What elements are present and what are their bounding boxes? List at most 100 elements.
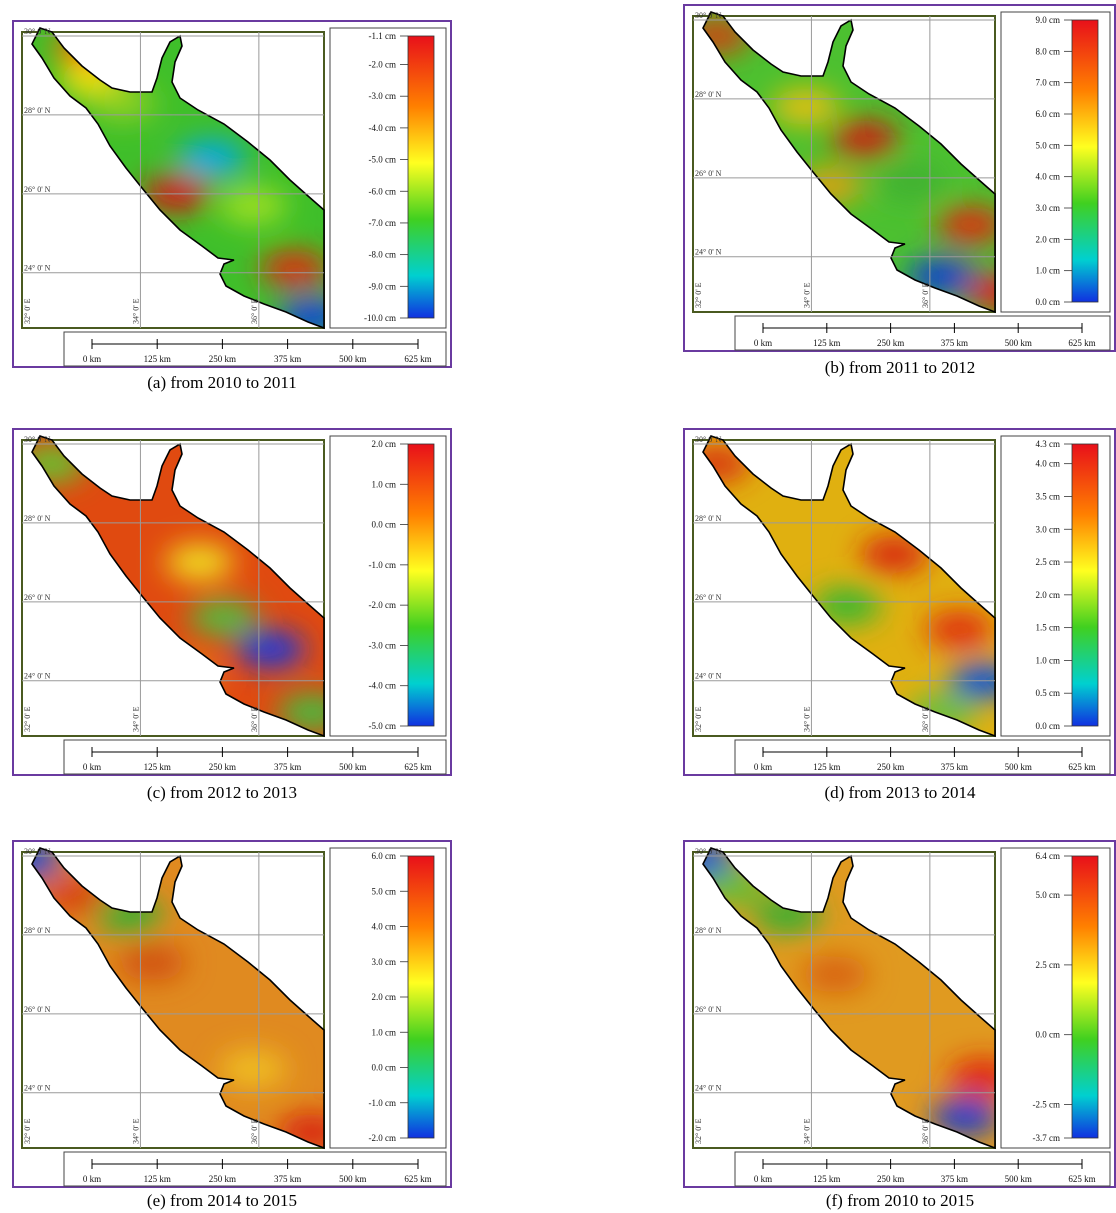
lon-label: 34° 0' E	[802, 1118, 811, 1144]
map-panel-c: 30° 0' N 28° 0' N 26° 0' N 24° 0' N 32° 0' E…	[12, 428, 452, 778]
lat-label: 26° 0' N	[24, 1005, 51, 1014]
legend-tick-label: 6.0 cm	[372, 851, 397, 861]
scale-label: 625 km	[404, 1174, 431, 1184]
legend-colorbar	[1071, 855, 1099, 1139]
scale-label: 500 km	[339, 354, 366, 364]
map-panel-a: 30° 0' N 28° 0' N 26° 0' N 24° 0' N 32° 0' E…	[12, 20, 452, 370]
scale-label: 625 km	[1068, 338, 1095, 348]
lon-label: 36° 0' E	[921, 1118, 930, 1144]
map-panel-c-svg: 30° 0' N 28° 0' N 26° 0' N 24° 0' N 32° 0' E…	[12, 428, 452, 776]
map-panel-d-svg: 30° 0' N 28° 0' N 26° 0' N 24° 0' N 32° 0' E…	[683, 428, 1116, 776]
lat-label: 30° 0' N	[695, 11, 722, 20]
scale-label: 250 km	[877, 762, 904, 772]
lon-label: 34° 0' E	[131, 706, 140, 732]
lat-label: 30° 0' N	[695, 847, 722, 856]
legend-tick-label: 6.0 cm	[1036, 109, 1061, 119]
lat-label: 30° 0' N	[695, 435, 722, 444]
lat-label: 24° 0' N	[695, 1084, 722, 1093]
lon-label: 32° 0' E	[694, 282, 703, 308]
lat-label: 30° 0' N	[24, 847, 51, 856]
scale-label: 625 km	[1068, 1174, 1095, 1184]
anomaly-blob	[260, 250, 324, 287]
scale-label: 375 km	[941, 762, 968, 772]
anomaly-blob	[218, 1051, 287, 1088]
anomaly-blob	[88, 85, 157, 122]
legend-tick-label: 1.0 cm	[1036, 655, 1061, 665]
caption-a: (a) from 2010 to 2011	[147, 373, 297, 392]
map-panel-a-svg: 30° 0' N 28° 0' N 26° 0' N 24° 0' N 32° 0' E…	[12, 20, 452, 368]
lon-label: 36° 0' E	[921, 282, 930, 308]
lon-label: 32° 0' E	[23, 706, 32, 732]
legend-tick-label: 2.0 cm	[372, 439, 397, 449]
legend-tick-label: -8.0 cm	[369, 250, 397, 260]
scale-label: 0 km	[83, 1174, 101, 1184]
legend-tick-label: 0.0 cm	[1036, 721, 1061, 731]
lat-label: 28° 0' N	[24, 926, 51, 935]
lat-label: 28° 0' N	[695, 90, 722, 99]
anomaly-blob	[32, 848, 62, 878]
scale-label: 0 km	[754, 338, 772, 348]
anomaly-blob	[236, 631, 305, 668]
legend-tick-label: -1.1 cm	[369, 31, 397, 41]
scale-label: 625 km	[404, 762, 431, 772]
caption-f: (f) from 2010 to 2015	[825, 1191, 975, 1210]
anomaly-blob	[703, 848, 733, 878]
legend-tick-label: 0.5 cm	[1036, 688, 1061, 698]
legend-tick-label: -2.0 cm	[369, 600, 397, 610]
legend-tick-label: 4.0 cm	[1036, 172, 1061, 182]
legend-tick-label: -4.0 cm	[369, 681, 397, 691]
anomaly-blob	[812, 587, 881, 624]
lat-label: 24° 0' N	[24, 264, 51, 273]
legend-tick-label: 1.0 cm	[372, 1027, 397, 1037]
legend-tick-label: 6.4 cm	[1036, 851, 1061, 861]
scale-label: 500 km	[1005, 1174, 1032, 1184]
lon-label: 36° 0' E	[921, 706, 930, 732]
legend-tick-label: -5.0 cm	[369, 155, 397, 165]
anomaly-blob	[801, 956, 870, 993]
legend-tick-label: 1.5 cm	[1036, 623, 1061, 633]
scale-label: 125 km	[813, 762, 840, 772]
anomaly-blob	[189, 599, 258, 636]
scale-label: 500 km	[1005, 338, 1032, 348]
scale-label: 250 km	[209, 762, 236, 772]
anomaly-blob	[278, 694, 324, 731]
anomaly-blob	[949, 1058, 995, 1095]
legend-tick-label: -10.0 cm	[364, 313, 396, 323]
lat-label: 26° 0' N	[24, 593, 51, 602]
lat-label: 26° 0' N	[24, 185, 51, 194]
legend-colorbar	[407, 443, 435, 727]
legend-tick-label: 2.0 cm	[372, 992, 397, 1002]
legend-tick-label: 0.0 cm	[1036, 297, 1061, 307]
anomaly-blob	[931, 1098, 995, 1135]
anomaly-blob	[165, 544, 234, 581]
legend-tick-label: 2.5 cm	[1036, 557, 1061, 567]
anomaly-blob	[830, 120, 899, 157]
anomaly-blob	[937, 207, 995, 244]
caption-c: (c) from 2012 to 2013	[146, 783, 298, 802]
anomaly-blob	[925, 611, 994, 648]
scale-box	[63, 1151, 447, 1187]
legend-tick-label: 3.0 cm	[1036, 524, 1061, 534]
legend-tick-label: 2.0 cm	[1036, 234, 1061, 244]
scale-label: 500 km	[339, 1174, 366, 1184]
legend-tick-label: 0.0 cm	[1036, 1030, 1061, 1040]
caption-b: (b) from 2011 to 2012	[824, 358, 976, 377]
legend-colorbar	[407, 35, 435, 319]
scale-label: 500 km	[339, 762, 366, 772]
legend-tick-label: 3.0 cm	[372, 957, 397, 967]
legend-tick-label: -6.0 cm	[369, 186, 397, 196]
legend-tick-label: 1.0 cm	[372, 479, 397, 489]
legend-tick-label: 5.0 cm	[1036, 890, 1061, 900]
lon-label: 32° 0' E	[23, 298, 32, 324]
legend-tick-label: -3.0 cm	[369, 91, 397, 101]
legend-tick-label: -2.0 cm	[369, 1133, 397, 1143]
legend-tick-label: -2.0 cm	[369, 60, 397, 70]
map-panel-f: 30° 0' N 28° 0' N 26° 0' N 24° 0' N 32° 0' E…	[683, 840, 1116, 1190]
scale-label: 250 km	[209, 1174, 236, 1184]
lon-label: 36° 0' E	[250, 706, 259, 732]
scale-label: 0 km	[754, 762, 772, 772]
caption-e: (e) from 2014 to 2015	[146, 1191, 298, 1210]
scale-box	[63, 739, 447, 775]
lon-label: 34° 0' E	[802, 282, 811, 308]
caption-d: (d) from 2013 to 2014	[824, 783, 976, 802]
